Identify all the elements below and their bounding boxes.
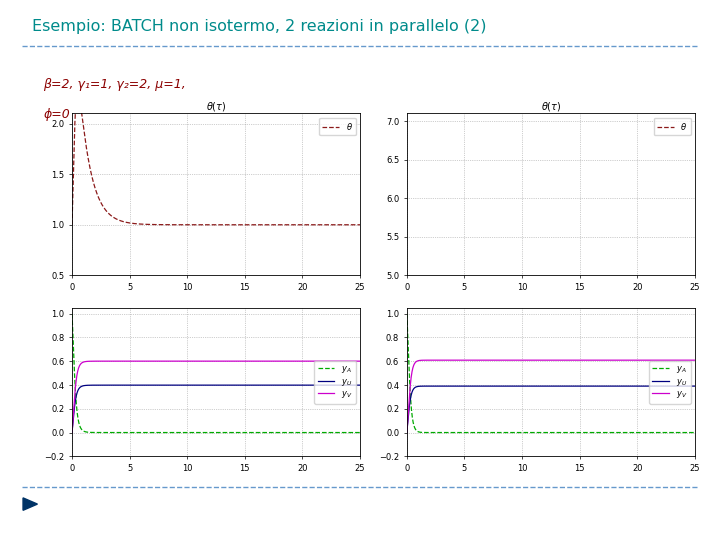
Legend: $\theta$: $\theta$ (319, 118, 356, 135)
Legend: $y_A$, $y_U$, $y_V$: $y_A$, $y_U$, $y_V$ (315, 361, 356, 403)
Text: β=2, γ₁=1, γ₂=2, μ=1,: β=2, γ₁=1, γ₂=2, μ=1, (43, 78, 186, 91)
Title: $\theta(\tau)$: $\theta(\tau)$ (206, 100, 226, 113)
Text: Esempio: BATCH non isotermo, 2 reazioni in parallelo (2): Esempio: BATCH non isotermo, 2 reazioni … (32, 19, 487, 34)
Legend: $\theta$: $\theta$ (654, 118, 690, 135)
Legend: $y_A$, $y_U$, $y_V$: $y_A$, $y_U$, $y_V$ (649, 361, 690, 403)
Text: ϕ=0: ϕ=0 (43, 108, 70, 121)
Title: $\theta(\tau)$: $\theta(\tau)$ (541, 100, 561, 113)
